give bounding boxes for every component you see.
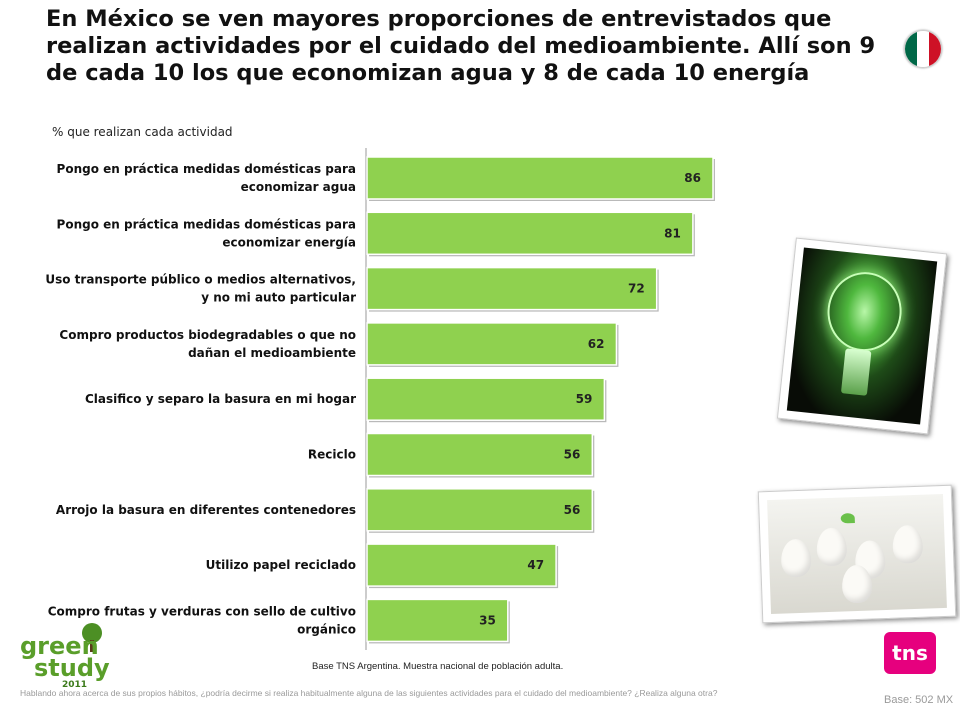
tns-logo: tns [884,632,936,674]
egg-shape [780,538,812,578]
base-count: Base: 502 MX [884,694,954,706]
category-label: Compro frutas y verduras con sello de cu… [48,604,356,618]
flag-stripe-red [929,31,941,67]
bar [366,211,694,256]
survey-question: Hablando ahora acerca de sus propios háb… [20,688,718,698]
egg-shape [816,527,848,567]
flag-stripe-green [905,31,917,67]
bar-value-label: 86 [684,171,701,185]
category-label: y no mi auto particular [201,291,356,305]
mexico-flag-icon [904,30,942,68]
eggs-carton-photo [757,484,957,624]
green-study-logo: green study 2011 [20,622,110,692]
bar-value-label: 56 [564,448,581,462]
bar-value-label: 81 [664,226,681,240]
sprout-icon [840,513,855,524]
category-label: orgánico [297,622,356,636]
bar [366,543,557,587]
bar [366,432,594,477]
bulb-base-shape [840,348,872,396]
category-label: economizar agua [241,180,356,194]
bar-value-label: 47 [527,558,544,572]
chart-subtitle: % que realizan cada actividad [52,125,233,139]
bar-value-label: 59 [576,392,593,406]
bar [366,488,594,532]
bar [366,156,714,200]
category-label: dañan el medioambiente [188,346,356,360]
lightbulb-image [786,247,938,425]
egg-shape [892,524,924,564]
category-label: Arrojo la basura en diferentes contenedo… [56,503,356,517]
category-label: Reciclo [308,448,356,462]
bar-series: 86 Pongo en práctica medidas domésticas p… [45,156,715,644]
base-note: Base TNS Argentina. Muestra nacional de … [312,661,564,672]
bar-value-label: 35 [479,613,496,627]
category-label: Pongo en práctica medidas domésticas par… [57,162,356,176]
bulb-glass-shape [823,268,906,355]
category-label: Clasifico y separo la basura en mi hogar [85,392,356,406]
category-label: Compro productos biodegradables o que no [59,328,356,342]
category-label: Pongo en práctica medidas domésticas par… [57,217,356,231]
category-label: Uso transporte público o medios alternat… [45,273,356,287]
category-label: Utilizo papel reciclado [206,558,356,572]
bar [366,266,658,311]
bar-value-label: 56 [564,503,581,517]
green-lightbulb-photo [776,237,948,435]
bar-value-label: 62 [588,337,605,351]
tree-icon [82,623,102,652]
bar [366,377,606,421]
eggs-image [767,493,947,615]
bar [366,322,618,366]
logo-word-green: green [20,632,99,660]
top-bar [0,0,960,8]
bar [366,598,509,643]
bar-value-label: 72 [628,282,645,296]
logo-year: 2011 [62,680,88,690]
logo-word-study: study [34,654,110,682]
category-label: economizar energía [222,235,356,249]
page-title: En México se ven mayores proporciones de… [46,6,876,86]
flag-stripe-white [917,31,929,67]
